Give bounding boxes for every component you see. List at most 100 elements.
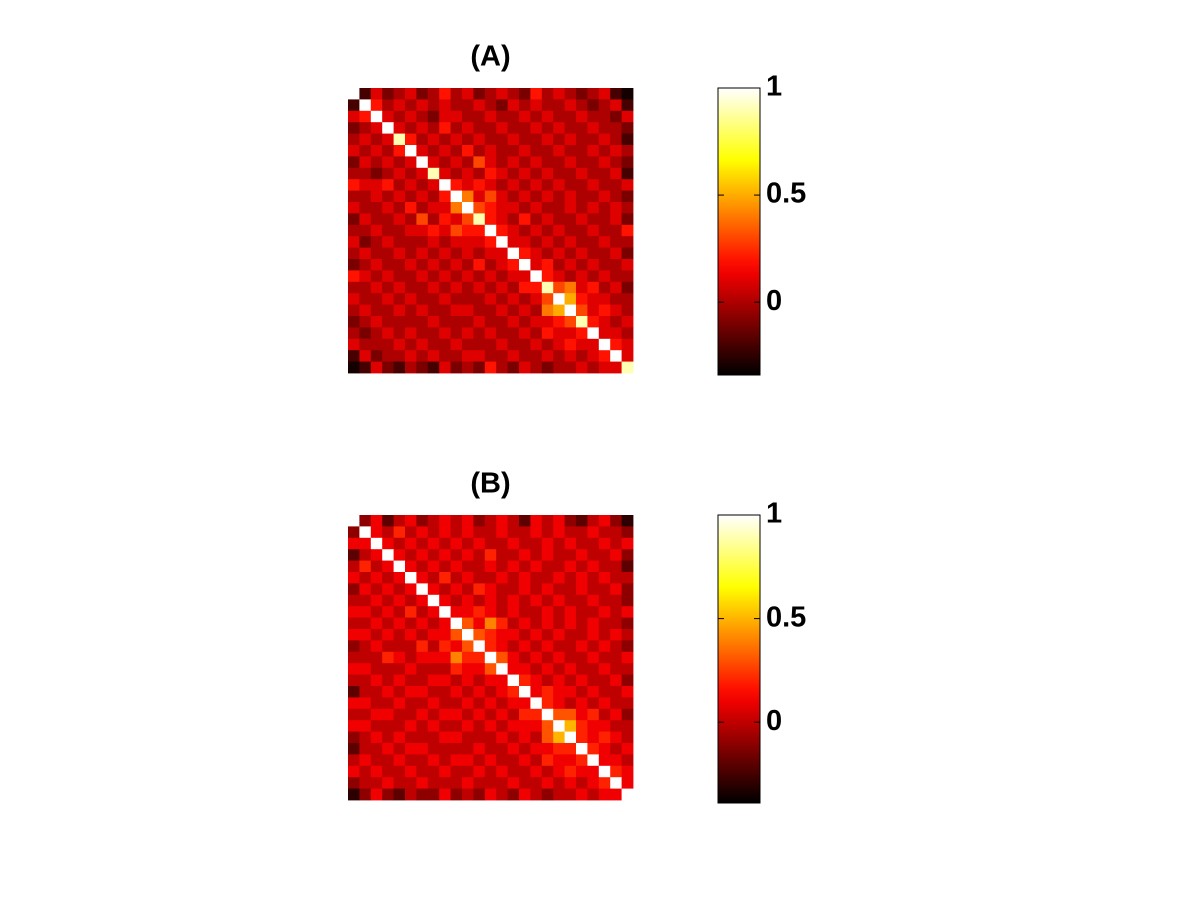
heatmap-cell [359, 617, 372, 630]
heatmap-cell [610, 156, 622, 169]
heatmap-cell [484, 640, 497, 653]
heatmap-cell [564, 731, 577, 744]
heatmap-cell [507, 594, 520, 607]
heatmap-cell [348, 515, 360, 527]
heatmap-cell [553, 327, 565, 340]
heatmap-cell [439, 765, 451, 778]
heatmap-cell [370, 213, 383, 226]
heatmap-cell [610, 236, 622, 248]
heatmap-cell [496, 133, 508, 146]
heatmap-cell [553, 213, 565, 226]
heatmap-cell [496, 213, 508, 226]
heatmap-cell [439, 270, 451, 283]
heatmap-cell [416, 145, 429, 157]
heatmap-cell [507, 327, 520, 340]
heatmap-cell [416, 617, 429, 630]
heatmap-cell [382, 765, 394, 778]
heatmap-cell [416, 686, 429, 698]
heatmap-cell [507, 145, 520, 157]
heatmap-cell [416, 350, 429, 362]
heatmap-cell [530, 293, 543, 305]
heatmap-cell [462, 247, 474, 260]
heatmap-cell [348, 304, 360, 317]
heatmap-cell [473, 674, 486, 687]
heatmap-cell [382, 526, 394, 539]
heatmap-cell [370, 316, 383, 328]
heatmap-cell [393, 674, 406, 687]
heatmap-cell [427, 731, 440, 744]
heatmap-cell [393, 743, 406, 755]
heatmap-cell [450, 167, 463, 180]
heatmap-cell [405, 526, 417, 539]
heatmap-cell [439, 606, 451, 618]
heatmap-cell [439, 526, 451, 539]
heatmap-cell [370, 651, 383, 664]
heatmap-cell [507, 720, 520, 732]
heatmap-cell [519, 640, 531, 653]
heatmap-cell [393, 156, 406, 169]
heatmap-cell [439, 515, 451, 527]
heatmap-cell [507, 583, 520, 596]
heatmap-cell [348, 720, 360, 732]
heatmap-cell [587, 663, 600, 675]
heatmap-cell [450, 338, 463, 351]
heatmap-cell [553, 788, 565, 801]
heatmap-cell [382, 674, 394, 687]
heatmap-cell [564, 720, 577, 732]
heatmap-cell [519, 606, 531, 618]
heatmap-cell [416, 720, 429, 732]
heatmap-cell [541, 270, 554, 283]
heatmap-cell [530, 338, 543, 351]
heatmap-cell [598, 583, 611, 596]
heatmap-cell [553, 560, 565, 573]
heatmap-cell [564, 697, 577, 710]
heatmap-cell [348, 202, 360, 214]
heatmap-cell [610, 788, 622, 801]
heatmap-cell [382, 743, 394, 755]
heatmap-cell [348, 537, 360, 550]
heatmap-cell [416, 213, 429, 226]
heatmap-cell [530, 629, 543, 641]
heatmap-cell [553, 640, 565, 653]
heatmap-cell [541, 88, 554, 100]
heatmap-cell [359, 133, 372, 146]
heatmap-cell [359, 145, 372, 157]
heatmap-cell [519, 224, 531, 237]
heatmap-cell [462, 629, 474, 641]
heatmap-cell [519, 122, 531, 134]
heatmap-cell [473, 179, 486, 191]
heatmap-cell [564, 674, 577, 687]
heatmap-cell [587, 304, 600, 317]
heatmap-cell [439, 327, 451, 340]
heatmap-cell [621, 247, 634, 260]
heatmap-cell [610, 327, 622, 340]
heatmap-cell [462, 537, 474, 550]
heatmap-cell [382, 156, 394, 169]
heatmap-cell [553, 88, 565, 100]
heatmap-cell [450, 316, 463, 328]
heatmap-cell [621, 629, 634, 641]
heatmap-cell [587, 686, 600, 698]
heatmap-cell [530, 281, 543, 294]
heatmap-cell [587, 743, 600, 755]
heatmap-cell [382, 304, 394, 317]
colorbar-tick-label: 0 [766, 705, 782, 737]
heatmap-cell [621, 708, 634, 721]
heatmap-cell [541, 640, 554, 653]
heatmap-cell [348, 526, 360, 539]
heatmap-cell [564, 777, 577, 789]
heatmap-cell [621, 145, 634, 157]
heatmap-cell [496, 697, 508, 710]
heatmap-cell [450, 629, 463, 641]
heatmap-cell [359, 361, 372, 374]
heatmap-cell [405, 122, 417, 134]
heatmap-cell [530, 697, 543, 710]
heatmap-cell [621, 606, 634, 618]
heatmap-cell [484, 122, 497, 134]
heatmap-cell [519, 629, 531, 641]
heatmap-cell [382, 594, 394, 607]
heatmap-cell [519, 572, 531, 584]
heatmap-cell [484, 293, 497, 305]
heatmap-cell [519, 361, 531, 374]
heatmap-cell [541, 338, 554, 351]
